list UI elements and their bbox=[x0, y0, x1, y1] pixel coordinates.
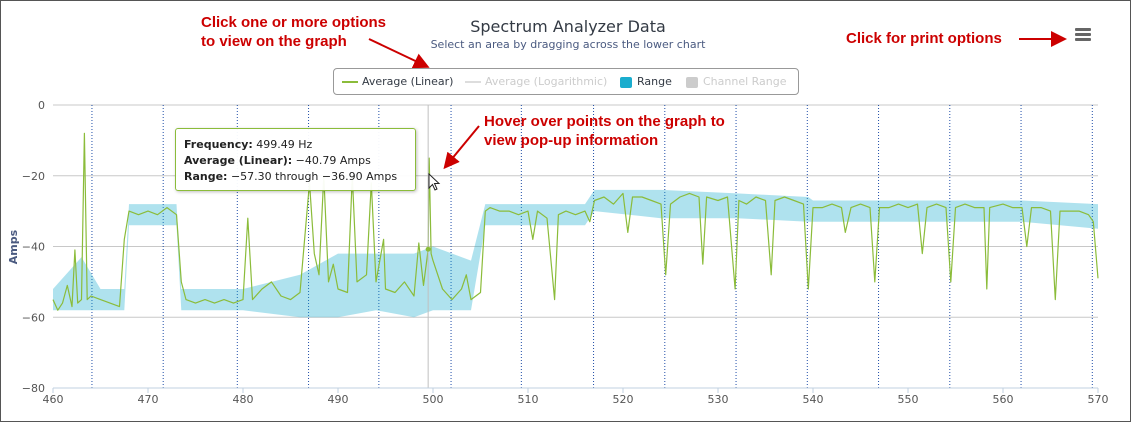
annotation-text: Hover over points on the graph to bbox=[484, 113, 725, 130]
average-linear-series-line bbox=[52, 132, 1099, 311]
tooltip-label: Frequency: bbox=[184, 138, 253, 151]
annotation-options: Click one or more options to view on the… bbox=[201, 13, 386, 51]
tooltip-value: 499.49 Hz bbox=[256, 138, 313, 151]
x-tick-label: 480 bbox=[233, 393, 254, 406]
legend-item-average-linear[interactable]: Average (Linear) bbox=[342, 75, 453, 89]
legend-line-swatch bbox=[342, 81, 358, 83]
annotation-text: Click one or more options bbox=[201, 14, 387, 31]
y-tick-label: −60 bbox=[22, 311, 45, 324]
legend-label: Range bbox=[637, 75, 672, 88]
annotation-print: Click for print options bbox=[846, 30, 1002, 47]
x-tick-label: 570 bbox=[1088, 393, 1109, 406]
tooltip-value: −57.30 through −36.90 Amps bbox=[230, 170, 398, 183]
x-tick-label: 500 bbox=[423, 393, 444, 406]
x-tick-label: 520 bbox=[613, 393, 634, 406]
annotation-text: view pop-up information bbox=[484, 132, 659, 149]
range-band-area bbox=[53, 189, 1098, 318]
x-tick-label: 510 bbox=[518, 393, 539, 406]
tooltip-label: Average (Linear): bbox=[184, 154, 293, 167]
x-tick-label: 460 bbox=[43, 393, 64, 406]
legend-label: Channel Range bbox=[703, 75, 787, 88]
y-tick-label: 0 bbox=[38, 99, 45, 112]
axes: 460 470 480 490 500 510 520 530 540 550 560 570 0 −20… bbox=[22, 99, 1109, 406]
average-linear-line bbox=[52, 105, 1099, 388]
range-band bbox=[53, 189, 1098, 318]
tooltip-value: −40.79 Amps bbox=[295, 154, 371, 167]
x-tick-label: 470 bbox=[138, 393, 159, 406]
annotation-text: to view on the graph bbox=[201, 33, 347, 50]
tooltip-average: Average (Linear): −40.79 Amps bbox=[184, 154, 371, 167]
x-tick-label: 560 bbox=[993, 393, 1014, 406]
tooltip-frequency: Frequency: 499.49 Hz bbox=[184, 138, 312, 151]
x-tick-label: 540 bbox=[803, 393, 824, 406]
legend-label: Average (Linear) bbox=[362, 75, 454, 88]
chart-subtitle: Select an area by dragging across the lo… bbox=[430, 38, 706, 51]
annotation-arrow bbox=[368, 38, 430, 69]
annotation-hover: Hover over points on the graph to view p… bbox=[484, 112, 725, 150]
x-tick-label: 550 bbox=[898, 393, 919, 406]
hover-point bbox=[425, 246, 431, 252]
tooltip: Frequency: 499.49 Hz Average (Linear): −… bbox=[175, 128, 416, 191]
tooltip-label: Range: bbox=[184, 170, 228, 183]
legend-item-channel-range[interactable]: Channel Range bbox=[686, 75, 787, 89]
legend-box-swatch bbox=[686, 76, 698, 88]
hamburger-icon[interactable] bbox=[1073, 27, 1093, 43]
tooltip-range: Range: −57.30 through −36.90 Amps bbox=[184, 170, 397, 183]
channel-markers bbox=[91, 105, 1093, 388]
annotation-arrow bbox=[443, 125, 480, 170]
legend: Average (Linear) Average (Logarithmic) R… bbox=[333, 68, 799, 95]
x-tick-label: 490 bbox=[328, 393, 349, 406]
y-tick-label: −40 bbox=[22, 241, 45, 254]
y-tick-label: −20 bbox=[22, 170, 45, 183]
legend-label: Average (Logarithmic) bbox=[485, 75, 608, 88]
legend-line-swatch bbox=[465, 81, 481, 83]
legend-box-swatch bbox=[620, 76, 632, 88]
y-axis-label: Amps bbox=[7, 229, 20, 264]
legend-item-average-logarithmic[interactable]: Average (Logarithmic) bbox=[465, 75, 607, 89]
x-tick-label: 530 bbox=[708, 393, 729, 406]
y-tick-label: −80 bbox=[22, 382, 45, 395]
annotation-arrows bbox=[368, 31, 1067, 170]
chart-title: Spectrum Analyzer Data bbox=[470, 17, 666, 36]
mouse-cursor-icon bbox=[428, 173, 441, 191]
legend-item-range[interactable]: Range bbox=[620, 75, 672, 89]
